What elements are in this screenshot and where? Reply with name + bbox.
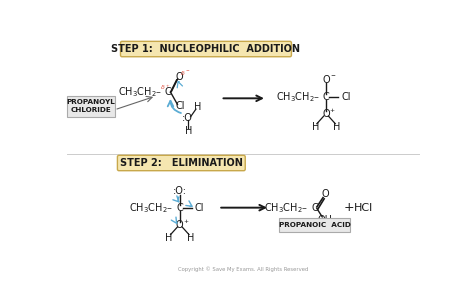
Text: :O: :O bbox=[182, 113, 193, 123]
Text: H: H bbox=[311, 122, 319, 132]
FancyBboxPatch shape bbox=[120, 41, 292, 57]
Text: STEP 1:  NUCLEOPHILIC  ADDITION: STEP 1: NUCLEOPHILIC ADDITION bbox=[111, 44, 301, 54]
Text: STEP 2:   ELIMINATION: STEP 2: ELIMINATION bbox=[120, 158, 243, 168]
Text: $\delta^-$: $\delta^-$ bbox=[180, 69, 191, 77]
Text: CH$_3$CH$_2$–: CH$_3$CH$_2$– bbox=[129, 201, 173, 215]
Text: Cl: Cl bbox=[194, 203, 204, 213]
Text: OH: OH bbox=[318, 215, 333, 225]
Text: HCl: HCl bbox=[354, 203, 373, 213]
Text: CH$_3$CH$_2$–: CH$_3$CH$_2$– bbox=[118, 85, 162, 99]
Text: C: C bbox=[311, 203, 318, 213]
Text: O: O bbox=[322, 109, 330, 119]
Text: $^{+}$: $^{+}$ bbox=[329, 108, 336, 117]
Text: +: + bbox=[344, 201, 355, 214]
Text: Copyright © Save My Exams. All Rights Reserved: Copyright © Save My Exams. All Rights Re… bbox=[178, 267, 308, 272]
Text: CH$_3$CH$_2$–: CH$_3$CH$_2$– bbox=[264, 201, 309, 215]
FancyBboxPatch shape bbox=[118, 155, 245, 171]
Text: :O:: :O: bbox=[173, 186, 187, 196]
FancyBboxPatch shape bbox=[67, 95, 116, 117]
Text: PROPANOIC  ACID: PROPANOIC ACID bbox=[279, 222, 350, 228]
Text: C: C bbox=[323, 92, 329, 102]
FancyBboxPatch shape bbox=[279, 218, 350, 232]
Text: O: O bbox=[176, 220, 183, 230]
Text: $^{-}$: $^{-}$ bbox=[330, 72, 337, 80]
Text: O: O bbox=[321, 189, 329, 199]
Text: O: O bbox=[322, 75, 330, 85]
Text: O: O bbox=[176, 72, 183, 82]
Text: Cl: Cl bbox=[175, 101, 184, 111]
Text: $\delta^+$: $\delta^+$ bbox=[160, 83, 170, 92]
Text: C: C bbox=[176, 203, 183, 213]
Text: H: H bbox=[194, 102, 201, 112]
Text: H: H bbox=[333, 122, 340, 132]
Text: H: H bbox=[187, 233, 194, 243]
Text: H: H bbox=[165, 233, 173, 243]
Text: Cl: Cl bbox=[341, 92, 351, 102]
Text: $^{+}$: $^{+}$ bbox=[183, 218, 189, 228]
Text: H: H bbox=[184, 126, 192, 136]
Text: PROPANOYL
CHLORIDE: PROPANOYL CHLORIDE bbox=[67, 99, 116, 114]
Text: CH$_3$CH$_2$–: CH$_3$CH$_2$– bbox=[276, 90, 320, 104]
Text: C: C bbox=[165, 87, 172, 97]
